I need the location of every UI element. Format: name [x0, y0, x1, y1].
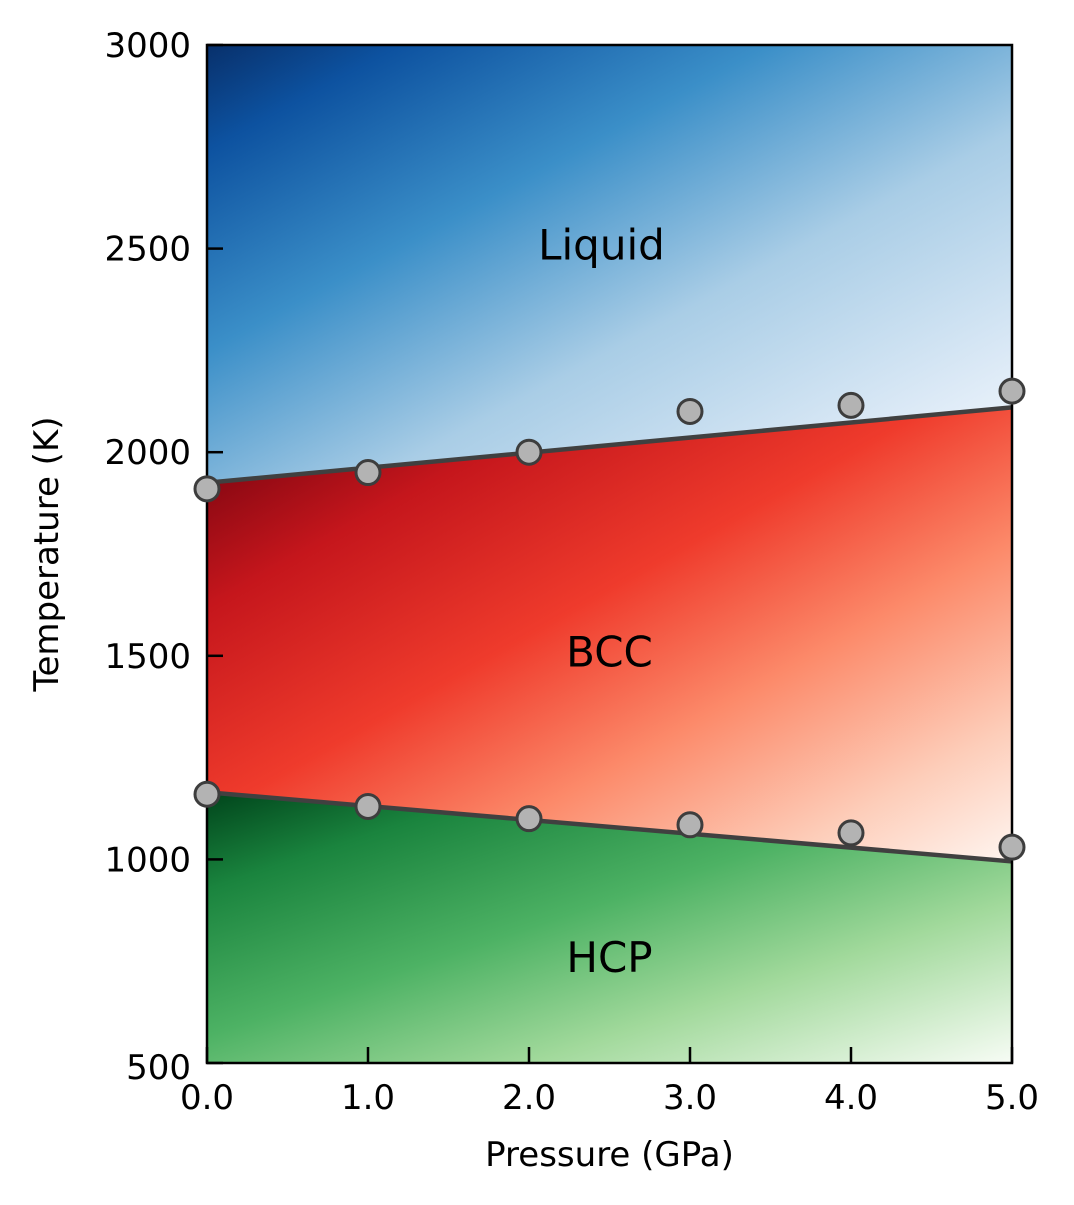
phase-boundary-lines — [206, 405, 1013, 864]
data-point — [515, 438, 543, 466]
x-tick-label: 3.0 — [663, 1078, 717, 1118]
data-point — [837, 391, 865, 419]
data-point — [676, 811, 704, 839]
region-label-liquid: Liquid — [538, 221, 665, 270]
x-tick-label: 4.0 — [824, 1078, 878, 1118]
x-axis-label: Pressure (GPa) — [485, 1135, 734, 1175]
x-tick-label: 0.0 — [180, 1078, 234, 1118]
x-tick-label: 1.0 — [341, 1078, 395, 1118]
y-axis-label: Temperature (K) — [27, 416, 67, 692]
phase-boundary-line-2 — [206, 789, 1013, 864]
y-tick-label: 500 — [126, 1048, 191, 1088]
phase-boundary-line-1 — [206, 405, 1013, 485]
data-point — [998, 377, 1026, 405]
axis-ticks — [205, 43, 1014, 1065]
x-tick-label: 2.0 — [502, 1078, 556, 1118]
data-markers — [193, 377, 1026, 861]
data-point — [354, 792, 382, 820]
data-point — [837, 819, 865, 847]
y-tick-label: 3000 — [104, 26, 191, 66]
tick-labels: 0.0 1.0 2.0 3.0 4.0 5.0 500 1000 1500 2000 2500 300… — [104, 26, 1039, 1118]
y-tick-label: 2000 — [104, 433, 191, 473]
hcp-region — [207, 792, 1012, 1063]
plot-frame — [205, 43, 1014, 1065]
y-tick-label: 1000 — [104, 840, 191, 880]
data-point — [354, 459, 382, 487]
phase-regions — [207, 45, 1012, 1063]
data-point — [193, 475, 221, 503]
data-point — [515, 805, 543, 833]
liquid-region — [207, 45, 1012, 483]
data-point — [676, 397, 704, 425]
region-label-bcc: BCC — [566, 628, 653, 677]
region-label-hcp: HCP — [566, 933, 652, 982]
data-point — [998, 833, 1026, 861]
x-tick-label: 5.0 — [985, 1078, 1039, 1118]
y-tick-label: 1500 — [104, 637, 191, 677]
y-tick-label: 2500 — [104, 230, 191, 270]
region-labels: Liquid BCC HCP — [538, 221, 665, 983]
bcc-region — [207, 407, 1012, 862]
data-point — [193, 780, 221, 808]
